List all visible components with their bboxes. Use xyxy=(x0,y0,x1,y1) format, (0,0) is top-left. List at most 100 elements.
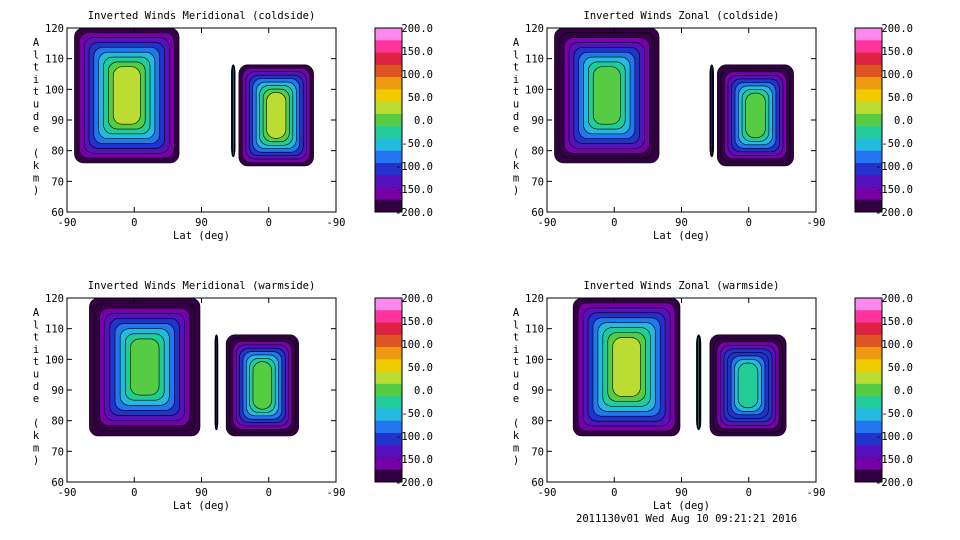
y-tick-label: 110 xyxy=(525,324,544,336)
colorbar-swatch xyxy=(375,64,402,78)
x-tick-label: -90 xyxy=(327,487,346,499)
contour-level xyxy=(737,362,759,409)
y-tick-label: 60 xyxy=(531,207,544,219)
colorbar-label: -200.0 xyxy=(395,207,433,219)
colorbar-swatch xyxy=(855,445,882,458)
x-tick-label: 90 xyxy=(675,217,688,229)
y-tick-label: 70 xyxy=(51,446,64,458)
x-tick-label: 0 xyxy=(131,487,137,499)
y-tick-label: 90 xyxy=(51,385,64,397)
colorbar-label: 150.0 xyxy=(881,316,913,328)
colorbar-label: -150.0 xyxy=(395,184,433,196)
contour-level xyxy=(592,66,621,125)
colorbar-swatch xyxy=(375,359,402,372)
colorbar-label: 150.0 xyxy=(881,46,913,58)
y-tick-label: 100 xyxy=(45,354,64,366)
y-tick-label: 80 xyxy=(51,416,64,428)
contour-region xyxy=(214,334,219,431)
colorbar-label: 200.0 xyxy=(881,23,913,35)
colorbar-swatch xyxy=(855,408,882,421)
colorbar-swatch xyxy=(855,28,882,41)
colorbar-swatch xyxy=(375,175,402,188)
colorbar-label: 150.0 xyxy=(401,46,433,58)
x-tick-label: 0 xyxy=(131,217,137,229)
colorbar-swatch xyxy=(375,469,402,483)
x-tick-label: 90 xyxy=(195,217,208,229)
x-tick-label: 0 xyxy=(611,217,617,229)
x-tick-label: 90 xyxy=(675,487,688,499)
x-axis-label: Lat (deg) xyxy=(173,230,230,242)
chart-panel-3: Inverted Winds Meridional (warmside) 60 70… xyxy=(0,270,470,539)
colorbar-swatch xyxy=(855,469,882,483)
colorbar-swatch xyxy=(375,457,402,471)
y-tick-label: 120 xyxy=(525,23,544,35)
contour-region xyxy=(696,334,702,431)
colorbar-swatch xyxy=(855,334,882,348)
colorbar-swatch xyxy=(375,310,402,323)
chart-title: Inverted Winds Meridional (coldside) xyxy=(88,10,316,22)
colorbar-label: 50.0 xyxy=(888,92,913,104)
y-tick-label: 60 xyxy=(531,477,544,489)
colorbar-swatch xyxy=(855,457,882,471)
colorbar-frame xyxy=(374,27,403,213)
colorbar-swatch xyxy=(375,89,402,102)
contour-region xyxy=(554,27,660,164)
chart-panel-1: Inverted Winds Meridional (coldside) 60 70… xyxy=(0,0,470,269)
colorbar-label: 100.0 xyxy=(881,69,913,81)
colorbar-label: 0.0 xyxy=(414,385,433,397)
contour-level xyxy=(710,65,713,156)
contour-level xyxy=(112,66,141,125)
colorbar-swatch xyxy=(855,420,882,434)
colorbar-label: -100.0 xyxy=(875,161,913,173)
chart-svg: Inverted Winds Zonal (warmside) 60 70 80 90 1… xyxy=(513,280,913,512)
colorbar-swatch xyxy=(375,187,402,201)
y-tick-label: 110 xyxy=(45,54,64,66)
colorbar-label: -50.0 xyxy=(401,138,433,150)
colorbar-label: 0.0 xyxy=(894,385,913,397)
colorbar-label: -50.0 xyxy=(401,408,433,420)
y-tick-label: 90 xyxy=(531,115,544,127)
colorbar-label: 0.0 xyxy=(414,115,433,127)
colorbar-label: 200.0 xyxy=(401,293,433,305)
x-tick-label: -90 xyxy=(807,217,826,229)
colorbar-label: -150.0 xyxy=(875,454,913,466)
contour-level xyxy=(232,65,235,156)
x-axis-label: Lat (deg) xyxy=(653,230,710,242)
y-tick-label: 110 xyxy=(525,54,544,66)
chart-svg: Inverted Winds Zonal (coldside) 60 70 80 90 1… xyxy=(513,10,913,242)
x-tick-label: 90 xyxy=(195,487,208,499)
colorbar-frame xyxy=(854,297,883,483)
colorbar-swatch xyxy=(855,52,882,66)
colorbar-swatch xyxy=(855,432,882,446)
colorbar-swatch xyxy=(855,187,882,201)
contour-level xyxy=(130,338,160,396)
contour-level xyxy=(612,337,641,397)
colorbar-swatch xyxy=(375,396,402,409)
x-tick-label: 0 xyxy=(266,487,272,499)
colorbar-swatch xyxy=(855,322,882,336)
x-tick-label: -90 xyxy=(327,217,346,229)
colorbar-swatch xyxy=(375,52,402,66)
colorbar-swatch xyxy=(375,371,402,385)
chart-svg: Inverted Winds Meridional (coldside) 60 70… xyxy=(33,10,433,242)
contour-region xyxy=(572,297,681,437)
y-tick-label: 80 xyxy=(51,146,64,158)
contour-region xyxy=(225,334,299,437)
colorbar-label: 50.0 xyxy=(408,92,433,104)
y-tick-label: 80 xyxy=(531,146,544,158)
colorbar-swatch xyxy=(855,40,882,53)
y-tick-label: 70 xyxy=(531,176,544,188)
colorbar-swatch xyxy=(855,383,882,397)
footer-timestamp: 2011130v01 Wed Aug 10 09:21:21 2016 xyxy=(576,513,798,525)
colorbar-swatch xyxy=(855,359,882,372)
colorbar-label: -150.0 xyxy=(875,184,913,196)
colorbar-label: 200.0 xyxy=(881,293,913,305)
y-tick-label: 70 xyxy=(531,446,544,458)
chart-title: Inverted Winds Zonal (coldside) xyxy=(584,10,780,22)
colorbar-frame xyxy=(854,27,883,213)
contour-region xyxy=(89,297,201,437)
x-axis-label: Lat (deg) xyxy=(653,500,710,512)
colorbar-label: -50.0 xyxy=(881,408,913,420)
